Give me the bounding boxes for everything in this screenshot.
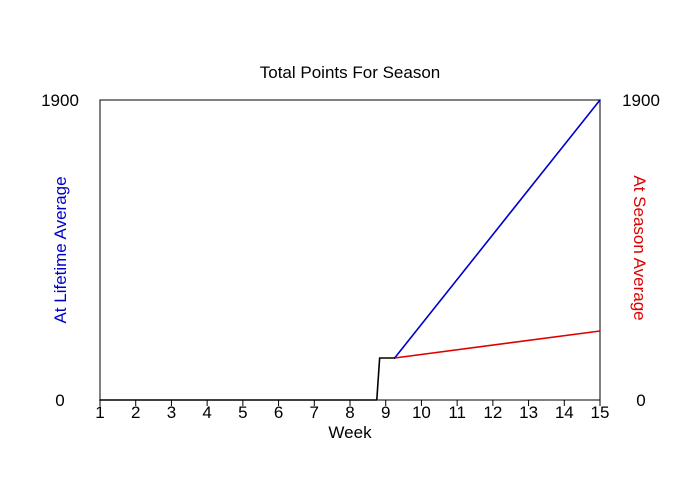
x-tick-label: 12 [483, 403, 502, 422]
x-tick-label: 3 [167, 403, 176, 422]
x-axis-label: Week [328, 423, 372, 442]
x-tick-label: 6 [274, 403, 283, 422]
chart-title: Total Points For Season [260, 63, 440, 82]
series-line-2 [99, 357, 396, 401]
x-tick-label: 14 [555, 403, 574, 422]
x-tick-label: 4 [202, 403, 211, 422]
x-ticks: 1 2 3 4 5 6 7 8 9 10 11 12 13 14 15 [95, 400, 609, 422]
x-tick-label: 9 [381, 403, 390, 422]
series-line-1 [393, 330, 601, 359]
y-left-top-label: 1900 [41, 91, 79, 110]
x-tick-label: 10 [412, 403, 431, 422]
y-left-bottom-label: 0 [55, 391, 64, 410]
x-tick-label: 13 [519, 403, 538, 422]
right-y-axis-label: At Season Average [630, 175, 649, 320]
series-line-0 [393, 99, 601, 359]
x-tick-label: 7 [310, 403, 319, 422]
x-tick-label: 2 [131, 403, 140, 422]
x-tick-label: 1 [95, 403, 104, 422]
x-tick-label: 8 [345, 403, 354, 422]
left-y-axis-label: At Lifetime Average [51, 176, 70, 323]
x-tick-label: 11 [448, 403, 466, 422]
y-right-bottom-label: 0 [636, 391, 645, 410]
plot-frame [99, 99, 601, 401]
x-tick-label: 5 [238, 403, 247, 422]
x-tick-label: 15 [591, 403, 610, 422]
series-layer [99, 99, 601, 401]
y-right-top-label: 1900 [622, 91, 660, 110]
